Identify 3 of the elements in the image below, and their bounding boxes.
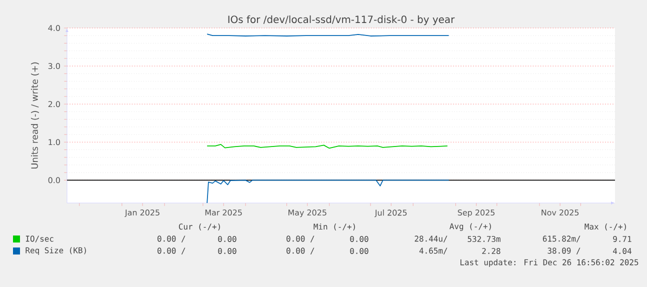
y-axis-title: Units read (-) / write (+) (30, 62, 39, 169)
chart-title: IOs for /dev/local-ssd/vm-117-disk-0 - by year (228, 15, 455, 26)
line-series (206, 180, 450, 204)
